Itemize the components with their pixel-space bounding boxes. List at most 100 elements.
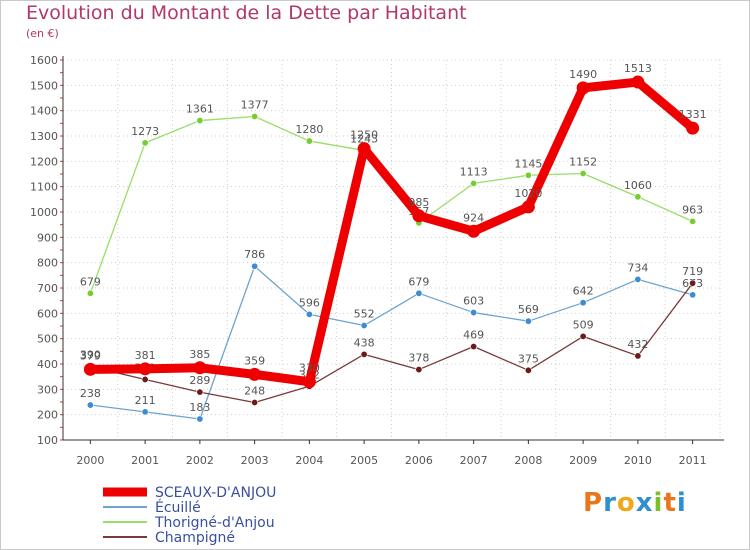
- x-tick-label: 2008: [514, 454, 542, 467]
- y-tick-label: 100: [37, 434, 58, 447]
- chart-title: Evolution du Montant de la Dette par Hab…: [26, 2, 467, 24]
- x-tick-label: 2010: [624, 454, 652, 467]
- y-tick-label: 1600: [30, 54, 58, 67]
- data-label: 359: [244, 354, 265, 367]
- data-point: [86, 401, 94, 409]
- data-label: 1273: [131, 125, 159, 138]
- data-point: [634, 193, 642, 201]
- y-tick-label: 600: [37, 307, 58, 320]
- logo-letter: o: [616, 488, 636, 518]
- data-point: [524, 317, 532, 325]
- data-label: 238: [80, 387, 101, 400]
- data-label: 1490: [569, 68, 597, 81]
- data-point: [196, 415, 204, 423]
- data-point: [415, 366, 423, 374]
- data-point: [576, 81, 590, 95]
- data-point: [470, 343, 478, 351]
- data-label: 786: [244, 248, 265, 261]
- data-label: 596: [299, 296, 320, 309]
- data-point: [360, 350, 368, 358]
- data-label: 1060: [624, 179, 652, 192]
- x-tick-label: 2004: [295, 454, 323, 467]
- data-label: 248: [244, 385, 265, 398]
- data-point: [631, 75, 645, 89]
- x-tick-label: 2002: [186, 454, 214, 467]
- data-label: 330: [299, 362, 320, 375]
- data-label: 963: [682, 203, 703, 216]
- data-label: 379: [80, 349, 101, 362]
- x-tick-label: 2003: [241, 454, 269, 467]
- series-line: [89, 265, 694, 420]
- data-point: [251, 262, 259, 270]
- logo-letter: r: [603, 488, 617, 518]
- legend-label: Champigné: [155, 530, 235, 546]
- data-point: [305, 310, 313, 318]
- logo-letter: i: [676, 488, 687, 518]
- y-tick-label: 300: [37, 383, 58, 396]
- data-label: 385: [189, 348, 210, 361]
- data-label: 603: [463, 295, 484, 308]
- y-tick-label: 800: [37, 257, 58, 270]
- y-tick-label: 200: [37, 409, 58, 422]
- data-point: [141, 408, 149, 416]
- y-tick-label: 500: [37, 333, 58, 346]
- data-point: [470, 309, 478, 317]
- x-tick-label: 2007: [460, 454, 488, 467]
- legend-label: SCEAUX-D'ANJOU: [155, 485, 276, 501]
- data-label: 1377: [241, 98, 269, 111]
- data-point: [357, 142, 371, 156]
- data-point: [524, 366, 532, 374]
- x-tick-label: 2009: [569, 454, 597, 467]
- data-label: 1243: [350, 132, 378, 145]
- data-label: 1513: [624, 62, 652, 75]
- data-point: [305, 137, 313, 145]
- data-point: [579, 169, 587, 177]
- data-label: 679: [408, 275, 429, 288]
- y-tick-label: 1100: [30, 181, 58, 194]
- x-tick-label: 2011: [679, 454, 707, 467]
- data-point: [138, 362, 152, 376]
- chart-unit-label: (en €): [26, 27, 59, 40]
- logo-letter: x: [635, 488, 654, 518]
- y-tick-label: 900: [37, 231, 58, 244]
- data-point: [196, 388, 204, 396]
- data-label: 1280: [295, 123, 323, 136]
- data-label: 1145: [514, 157, 542, 170]
- data-label: 679: [80, 275, 101, 288]
- data-point: [470, 179, 478, 187]
- data-point: [579, 332, 587, 340]
- data-label: 1113: [460, 165, 488, 178]
- y-tick-label: 1500: [30, 79, 58, 92]
- logo-letter: t: [663, 488, 677, 518]
- logo-letter: i: [653, 488, 664, 518]
- data-label: 552: [354, 307, 375, 320]
- data-label: 469: [463, 329, 484, 342]
- data-point: [141, 139, 149, 147]
- data-point: [86, 289, 94, 297]
- data-label: 289: [189, 374, 210, 387]
- data-point: [689, 279, 697, 287]
- data-point: [524, 171, 532, 179]
- data-point: [193, 361, 207, 375]
- x-tick-label: 2001: [131, 454, 159, 467]
- data-label: 1152: [569, 155, 597, 168]
- data-point: [689, 217, 697, 225]
- data-point: [689, 291, 697, 299]
- data-point: [634, 352, 642, 360]
- data-label: 432: [627, 338, 648, 351]
- data-label: 734: [627, 261, 648, 274]
- legend-label: Écuillé: [155, 499, 201, 516]
- data-point: [521, 200, 535, 214]
- data-point: [415, 289, 423, 297]
- data-point: [251, 399, 259, 407]
- data-label: 438: [354, 336, 375, 349]
- data-label: 924: [463, 211, 484, 224]
- data-label: 1250: [350, 129, 378, 142]
- series-line: [89, 282, 694, 404]
- y-tick-label: 1200: [30, 155, 58, 168]
- y-tick-label: 400: [37, 358, 58, 371]
- data-point: [141, 375, 149, 383]
- x-tick-label: 2006: [405, 454, 433, 467]
